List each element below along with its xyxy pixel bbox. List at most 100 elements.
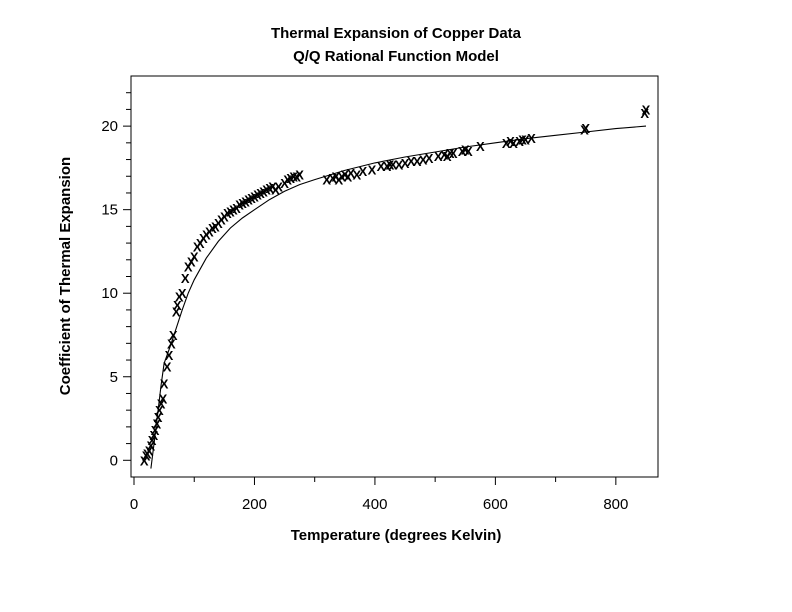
axes: 0 200 400 600 800 0 5 10 15 20 [101, 92, 628, 513]
data-point: X [173, 298, 182, 313]
data-point: X [581, 121, 590, 136]
data-point: X [247, 191, 256, 206]
data-point: X [143, 447, 152, 462]
data-point: X [506, 134, 515, 149]
data-point: X [169, 328, 178, 343]
x-axis-label: Temperature (degrees Kelvin) [291, 527, 502, 544]
y-tick-label: 20 [101, 118, 118, 135]
fit-layer [150, 125, 647, 469]
data-point: X [464, 144, 473, 159]
data-point: X [187, 254, 196, 269]
data-point: X [283, 173, 292, 188]
data-point: X [193, 239, 202, 254]
data-point: X [217, 213, 226, 228]
data-point: X [175, 290, 184, 305]
x-tick-label: 0 [130, 496, 138, 513]
data-point: X [386, 158, 395, 173]
data-point: X [259, 184, 268, 199]
data-point: X [395, 158, 404, 173]
data-point: X [199, 231, 208, 246]
data-point: X [331, 169, 340, 184]
data-point: X [449, 146, 458, 161]
y-tick-label: 5 [110, 369, 118, 386]
y-tick-label: 10 [101, 285, 118, 302]
y-tick-label: 15 [101, 202, 118, 219]
data-point: X [223, 206, 232, 221]
data-point: X [155, 403, 164, 418]
data-point: X [359, 164, 368, 179]
data-point: X [151, 423, 160, 438]
data-point: X [244, 193, 253, 208]
data-point: X [142, 448, 151, 463]
x-tick-label: 600 [483, 496, 508, 513]
data-point: X [509, 136, 518, 151]
data-point: X [205, 224, 214, 239]
data-point: X [190, 249, 199, 264]
data-point: X [640, 106, 649, 121]
data-point: X [458, 144, 467, 159]
data-point: X [642, 102, 651, 117]
data-point: X [419, 153, 428, 168]
data-point: X [163, 360, 172, 375]
data-point: X [256, 186, 265, 201]
data-point: X [580, 122, 589, 137]
data-point: X [229, 203, 238, 218]
data-point: X [154, 410, 163, 425]
data-point: X [181, 271, 190, 286]
plot-frame [130, 75, 659, 478]
data-point: X [518, 132, 527, 147]
data-point: X [446, 146, 455, 161]
data-point: X [337, 169, 346, 184]
data-point: X [377, 159, 386, 174]
data-point: X [389, 158, 398, 173]
data-point: X [295, 168, 304, 183]
data-points: XXXXXXXXXXXXXXXXXXXXXXXXXXXXXXXXXXXXXXXX… [140, 102, 651, 468]
data-point: X [208, 221, 217, 236]
data-point: X [157, 396, 166, 411]
data-point: X [196, 236, 205, 251]
data-point: X [145, 443, 154, 458]
data-point: X [368, 163, 377, 178]
data-point: X [434, 149, 443, 164]
data-point: X [262, 183, 271, 198]
data-point: X [184, 259, 193, 274]
data-point: X [461, 143, 470, 158]
data-point: X [425, 151, 434, 166]
data-point: X [515, 134, 524, 149]
data-point: X [253, 188, 262, 203]
data-point: X [232, 201, 241, 216]
y-tick-label: 0 [110, 452, 118, 469]
data-point: X [407, 154, 416, 169]
x-tick-label: 400 [362, 496, 387, 513]
data-point: X [443, 149, 452, 164]
data-point: X [401, 156, 410, 171]
data-point: X [502, 136, 511, 151]
data-point: X [322, 173, 331, 188]
data-point: X [527, 131, 536, 146]
data-point: X [271, 183, 280, 198]
data-point: X [250, 189, 259, 204]
data-point: X [178, 286, 187, 301]
data-point: X [148, 433, 157, 448]
data-point: X [280, 176, 289, 191]
data-point: X [202, 228, 211, 243]
data-point: X [292, 169, 301, 184]
data-point: X [476, 139, 485, 154]
data-point: X [289, 169, 298, 184]
data-point: X [346, 166, 355, 181]
fit-curve [150, 125, 647, 469]
data-point: X [353, 168, 362, 183]
data-point: X [140, 453, 149, 468]
data-point: X [265, 181, 274, 196]
chart-subtitle: Q/Q Rational Function Model [293, 48, 499, 65]
data-point: X [274, 179, 283, 194]
x-tick-label: 800 [603, 496, 628, 513]
data-point: X [235, 198, 244, 213]
x-tick-label: 200 [242, 496, 267, 513]
data-point: X [268, 179, 277, 194]
data-point: X [150, 428, 159, 443]
data-point: X [328, 171, 337, 186]
chart-title: Thermal Expansion of Copper Data [271, 25, 522, 42]
data-point: X [521, 132, 530, 147]
